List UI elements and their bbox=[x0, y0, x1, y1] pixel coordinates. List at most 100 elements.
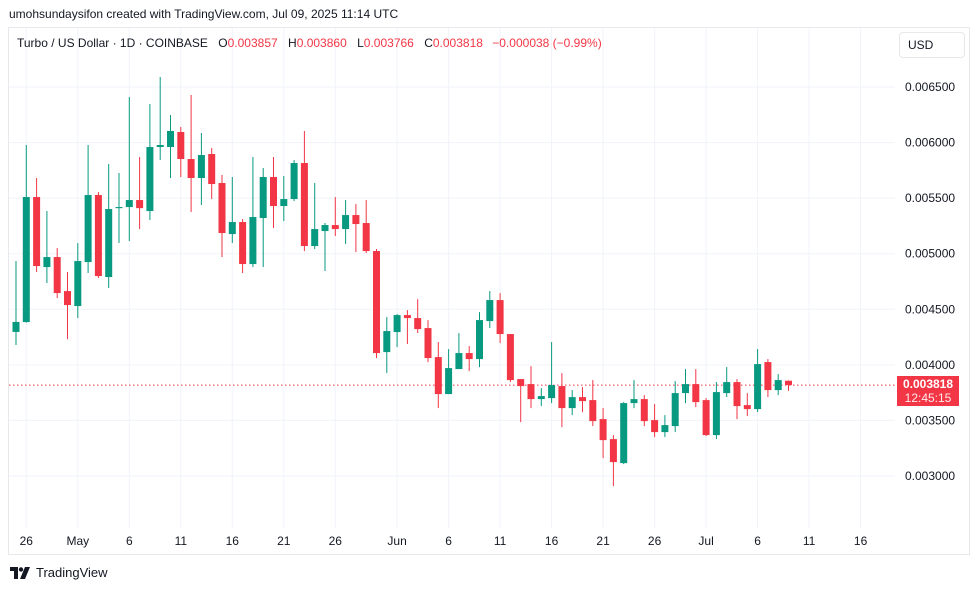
candle-2025-05-28[interactable] bbox=[352, 204, 360, 253]
candle-2025-05-27[interactable] bbox=[342, 200, 350, 245]
candle-2025-06-13[interactable] bbox=[517, 379, 525, 423]
candle-2025-05-30[interactable] bbox=[373, 249, 380, 359]
candle-2025-06-09[interactable] bbox=[476, 312, 483, 368]
candle-body bbox=[362, 223, 370, 252]
candle-2025-06-18[interactable] bbox=[568, 390, 576, 416]
tradingview-logo[interactable]: TradingView bbox=[10, 565, 108, 580]
candle-2025-05-31[interactable] bbox=[383, 317, 391, 374]
candle-2025-05-18[interactable] bbox=[249, 157, 257, 268]
candle-2025-06-08[interactable] bbox=[465, 346, 473, 372]
candle-2025-05-21[interactable] bbox=[280, 176, 288, 222]
candle-2025-05-10[interactable] bbox=[167, 115, 174, 179]
candle-2025-05-06[interactable] bbox=[125, 97, 133, 242]
candle-body bbox=[568, 397, 576, 409]
candle-2025-06-25[interactable] bbox=[640, 395, 648, 427]
candle-body bbox=[311, 229, 319, 247]
candle-2025-05-04[interactable] bbox=[105, 164, 113, 289]
candle-2025-06-05[interactable] bbox=[434, 342, 442, 409]
candle-body bbox=[712, 392, 720, 436]
candle-2025-06-10[interactable] bbox=[486, 291, 494, 329]
candle-2025-06-21[interactable] bbox=[599, 408, 607, 459]
candle-2025-05-01[interactable] bbox=[74, 243, 82, 319]
candle-2025-05-03[interactable] bbox=[94, 192, 102, 279]
candle-2025-05-24[interactable] bbox=[311, 183, 319, 250]
candle-2025-05-09[interactable] bbox=[156, 76, 164, 161]
candle-2025-04-26[interactable] bbox=[22, 145, 30, 323]
candle-2025-05-23[interactable] bbox=[300, 131, 308, 252]
candle-2025-05-02[interactable] bbox=[84, 145, 92, 274]
candle-2025-05-12[interactable] bbox=[187, 95, 195, 213]
candle-2025-05-05[interactable] bbox=[115, 173, 123, 244]
candle-2025-05-25[interactable] bbox=[321, 223, 329, 272]
candle-2025-05-29[interactable] bbox=[362, 200, 370, 254]
candle-2025-05-14[interactable] bbox=[208, 148, 216, 200]
candle-2025-06-24[interactable] bbox=[630, 380, 638, 409]
candle-2025-07-08[interactable] bbox=[774, 374, 782, 396]
candle-2025-07-03[interactable] bbox=[723, 367, 731, 398]
price-axis[interactable]: 0.006500 0.006000 0.005500 0.005000 0.004500… bbox=[905, 80, 955, 483]
candle-2025-06-16[interactable] bbox=[548, 342, 556, 404]
candle-2025-07-07[interactable] bbox=[764, 359, 772, 398]
candle-2025-05-19[interactable] bbox=[259, 168, 267, 268]
candle-2025-06-30[interactable] bbox=[692, 369, 700, 408]
candle-2025-05-15[interactable] bbox=[218, 175, 226, 258]
time-tick-label: 6 bbox=[754, 534, 761, 548]
candle-2025-06-01[interactable] bbox=[393, 314, 401, 348]
candle-2025-06-03[interactable] bbox=[414, 299, 422, 334]
candle-2025-05-16[interactable] bbox=[228, 177, 236, 244]
candle-2025-06-14[interactable] bbox=[527, 366, 535, 409]
candle-2025-07-01[interactable] bbox=[702, 398, 710, 437]
candle-2025-06-07[interactable] bbox=[455, 333, 463, 370]
time-axis[interactable]: 26 May 6 11 16 21 26 Jun 6 11 16 21 26 Jul 6 11 16 bbox=[20, 534, 868, 548]
candle-2025-05-26[interactable] bbox=[331, 197, 339, 237]
candle-2025-07-09[interactable] bbox=[785, 380, 792, 391]
candle-body bbox=[774, 380, 782, 391]
candle-2025-07-04[interactable] bbox=[733, 379, 741, 420]
candle-2025-06-28[interactable] bbox=[671, 381, 679, 433]
high-label: H bbox=[288, 36, 297, 50]
candle-2025-06-22[interactable] bbox=[609, 435, 617, 487]
candle-2025-05-08[interactable] bbox=[146, 104, 154, 221]
candle-body bbox=[177, 132, 185, 160]
candle-2025-07-05[interactable] bbox=[743, 393, 751, 417]
candle-2025-06-29[interactable] bbox=[682, 369, 689, 404]
candle-2025-04-25[interactable] bbox=[12, 261, 20, 345]
candle-body bbox=[187, 159, 195, 179]
candle-2025-06-02[interactable] bbox=[403, 310, 411, 345]
candle-2025-06-19[interactable] bbox=[579, 387, 586, 413]
candle-2025-05-07[interactable] bbox=[136, 157, 144, 230]
candle-2025-05-13[interactable] bbox=[197, 133, 205, 206]
candle-2025-06-15[interactable] bbox=[537, 388, 545, 407]
close-value: 0.003818 bbox=[432, 36, 483, 50]
candle-body bbox=[692, 384, 700, 403]
candle-2025-06-11[interactable] bbox=[496, 293, 504, 344]
candle-2025-06-23[interactable] bbox=[620, 402, 628, 465]
candle-body bbox=[702, 400, 710, 436]
close-label: C bbox=[424, 36, 433, 50]
candle-2025-06-26[interactable] bbox=[651, 404, 659, 438]
symbol-title[interactable]: Turbo / US Dollar · 1D · COINBASE bbox=[17, 36, 208, 50]
candle-body bbox=[270, 177, 277, 207]
candle-2025-07-06[interactable] bbox=[754, 349, 762, 413]
candle-2025-06-12[interactable] bbox=[506, 334, 514, 383]
time-tick-label: 26 bbox=[329, 534, 343, 548]
candle-body bbox=[84, 195, 92, 263]
candle-2025-05-22[interactable] bbox=[290, 160, 298, 202]
candle-2025-04-29[interactable] bbox=[53, 248, 61, 299]
candle-2025-07-02[interactable] bbox=[712, 382, 720, 440]
candle-2025-05-20[interactable] bbox=[270, 157, 277, 229]
candle-2025-06-20[interactable] bbox=[589, 380, 597, 427]
candle-2025-04-28[interactable] bbox=[43, 211, 51, 284]
candle-2025-04-30[interactable] bbox=[64, 272, 71, 340]
candle-2025-06-06[interactable] bbox=[445, 349, 453, 395]
candle-body bbox=[208, 154, 216, 185]
candle-2025-04-27[interactable] bbox=[33, 178, 41, 273]
candle-2025-05-11[interactable] bbox=[177, 127, 185, 178]
candle-2025-06-17[interactable] bbox=[558, 373, 566, 428]
candle-2025-06-04[interactable] bbox=[424, 320, 432, 363]
candle-body bbox=[156, 145, 164, 148]
currency-button[interactable]: USD bbox=[899, 32, 965, 58]
candle-2025-05-17[interactable] bbox=[239, 219, 247, 274]
candle-2025-06-27[interactable] bbox=[661, 415, 669, 438]
